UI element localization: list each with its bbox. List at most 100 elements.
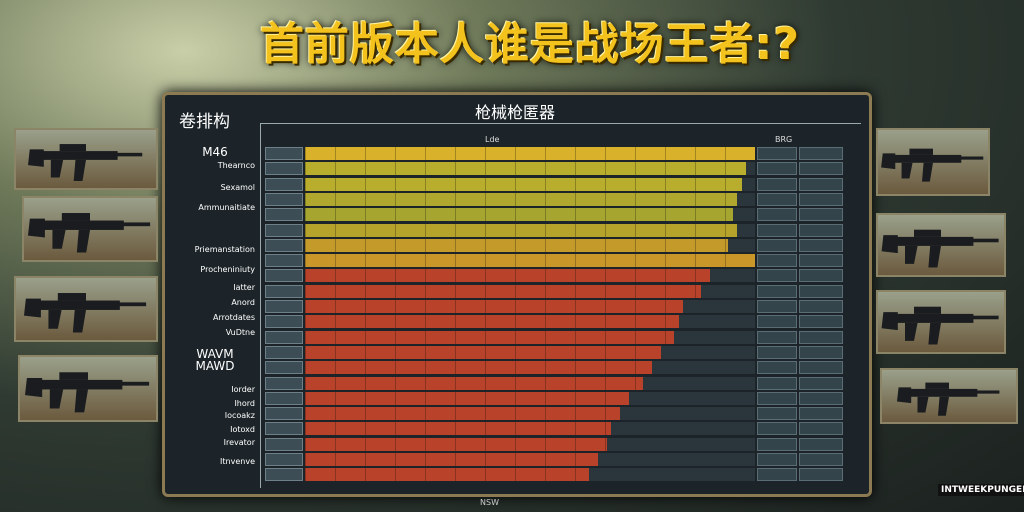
stat-cell: [799, 300, 843, 313]
stat-bar-fill: [305, 254, 755, 268]
stat-bar-track: [305, 284, 755, 298]
weapon-label: Procheniniuty: [200, 265, 255, 274]
row-cell: [265, 453, 303, 466]
rifle-icon: [876, 213, 1006, 277]
panel-header: 枪械枪匿器: [475, 103, 556, 122]
table-row: [265, 208, 843, 222]
stat-bar-track: [305, 437, 755, 451]
stat-cell: [799, 208, 843, 222]
row-cell: [265, 407, 303, 421]
stat-bar-track: [305, 468, 755, 482]
stat-bar-track: [305, 223, 755, 237]
stat-bar-track: [305, 208, 755, 222]
rifle-icon: [14, 276, 158, 342]
row-cell: [265, 254, 303, 268]
weapon-label: Ammunaitiate: [198, 203, 255, 212]
stat-bar-fill: [305, 407, 620, 421]
table-row: [265, 437, 843, 451]
stat-cell: [757, 468, 797, 482]
table-row: [265, 284, 843, 298]
stat-cell: [799, 147, 843, 160]
stat-bar-fill: [305, 284, 701, 298]
stat-bar-fill: [305, 177, 742, 191]
stat-bar-fill: [305, 208, 733, 222]
row-cell: [265, 223, 303, 237]
stat-cell: [799, 254, 843, 268]
row-cell: [265, 330, 303, 344]
stat-cell: [799, 162, 843, 176]
stat-bar-track: [305, 422, 755, 436]
stat-bar-track: [305, 269, 755, 283]
weapon-label: WAVM: [196, 347, 234, 361]
stat-cell: [799, 422, 843, 436]
table-row: [265, 162, 843, 176]
stat-cell: [757, 422, 797, 436]
stat-cell: [757, 330, 797, 344]
stat-bar-fill: [305, 147, 755, 160]
divider: [260, 123, 261, 488]
row-cell: [265, 361, 303, 375]
table-row: [265, 468, 843, 482]
stat-cell: [757, 269, 797, 283]
stat-cell: [757, 407, 797, 421]
stat-cell: [799, 391, 843, 405]
stat-cell: [799, 223, 843, 237]
stat-cell: [757, 300, 797, 313]
stat-cell: [757, 177, 797, 191]
stat-bar-track: [305, 147, 755, 160]
row-cell: [265, 300, 303, 313]
stat-cell: [799, 345, 843, 359]
row-cell: [265, 468, 303, 482]
stat-cell: [757, 192, 797, 206]
sub-header-left: Lde: [485, 135, 500, 144]
stat-bar-fill: [305, 223, 737, 237]
stat-cell: [799, 315, 843, 329]
weapon-label: Thearnco: [217, 161, 255, 170]
row-cell: [265, 391, 303, 405]
stat-bar-track: [305, 315, 755, 329]
table-row: [265, 391, 843, 405]
table-row: [265, 192, 843, 206]
row-cell: [265, 376, 303, 390]
stat-bar-track: [305, 407, 755, 421]
table-row: [265, 254, 843, 268]
weapon-label: Iorder: [231, 385, 255, 394]
row-cell: [265, 437, 303, 451]
weapon-label: Sexamol: [220, 183, 255, 192]
row-cell: [265, 238, 303, 252]
stat-bar-fill: [305, 238, 728, 252]
row-cell: [265, 192, 303, 206]
weapon-label: Ihord: [234, 399, 255, 408]
stat-cell: [799, 437, 843, 451]
stat-bar-fill: [305, 361, 652, 375]
table-row: [265, 177, 843, 191]
stat-cell: [757, 376, 797, 390]
page-title: 首前版本人谁是战场王者:?: [259, 19, 801, 70]
rifle-icon: [876, 290, 1006, 354]
table-row: [265, 422, 843, 436]
stat-bar-track: [305, 177, 755, 191]
stat-bar-track: [305, 330, 755, 344]
row-cell: [265, 177, 303, 191]
stat-cell: [757, 284, 797, 298]
rifle-icon: [18, 355, 158, 422]
stat-bar-fill: [305, 376, 643, 390]
stat-cell: [757, 147, 797, 160]
stat-cell: [799, 177, 843, 191]
table-row: [265, 269, 843, 283]
stat-cell: [757, 437, 797, 451]
stat-cell: [757, 162, 797, 176]
table-row: [265, 345, 843, 359]
weapon-label: Iotoxd: [230, 425, 255, 434]
row-cell: [265, 147, 303, 160]
row-cell: [265, 284, 303, 298]
weapon-label: Irevator: [223, 438, 255, 447]
table-row: [265, 361, 843, 375]
stat-cell: [799, 284, 843, 298]
stat-cell: [799, 330, 843, 344]
weapon-label: Itnvenve: [220, 457, 255, 466]
stat-bar-track: [305, 361, 755, 375]
stat-bar-fill: [305, 269, 710, 283]
stat-bar-fill: [305, 330, 674, 344]
left-header: 卷排构: [179, 112, 230, 132]
